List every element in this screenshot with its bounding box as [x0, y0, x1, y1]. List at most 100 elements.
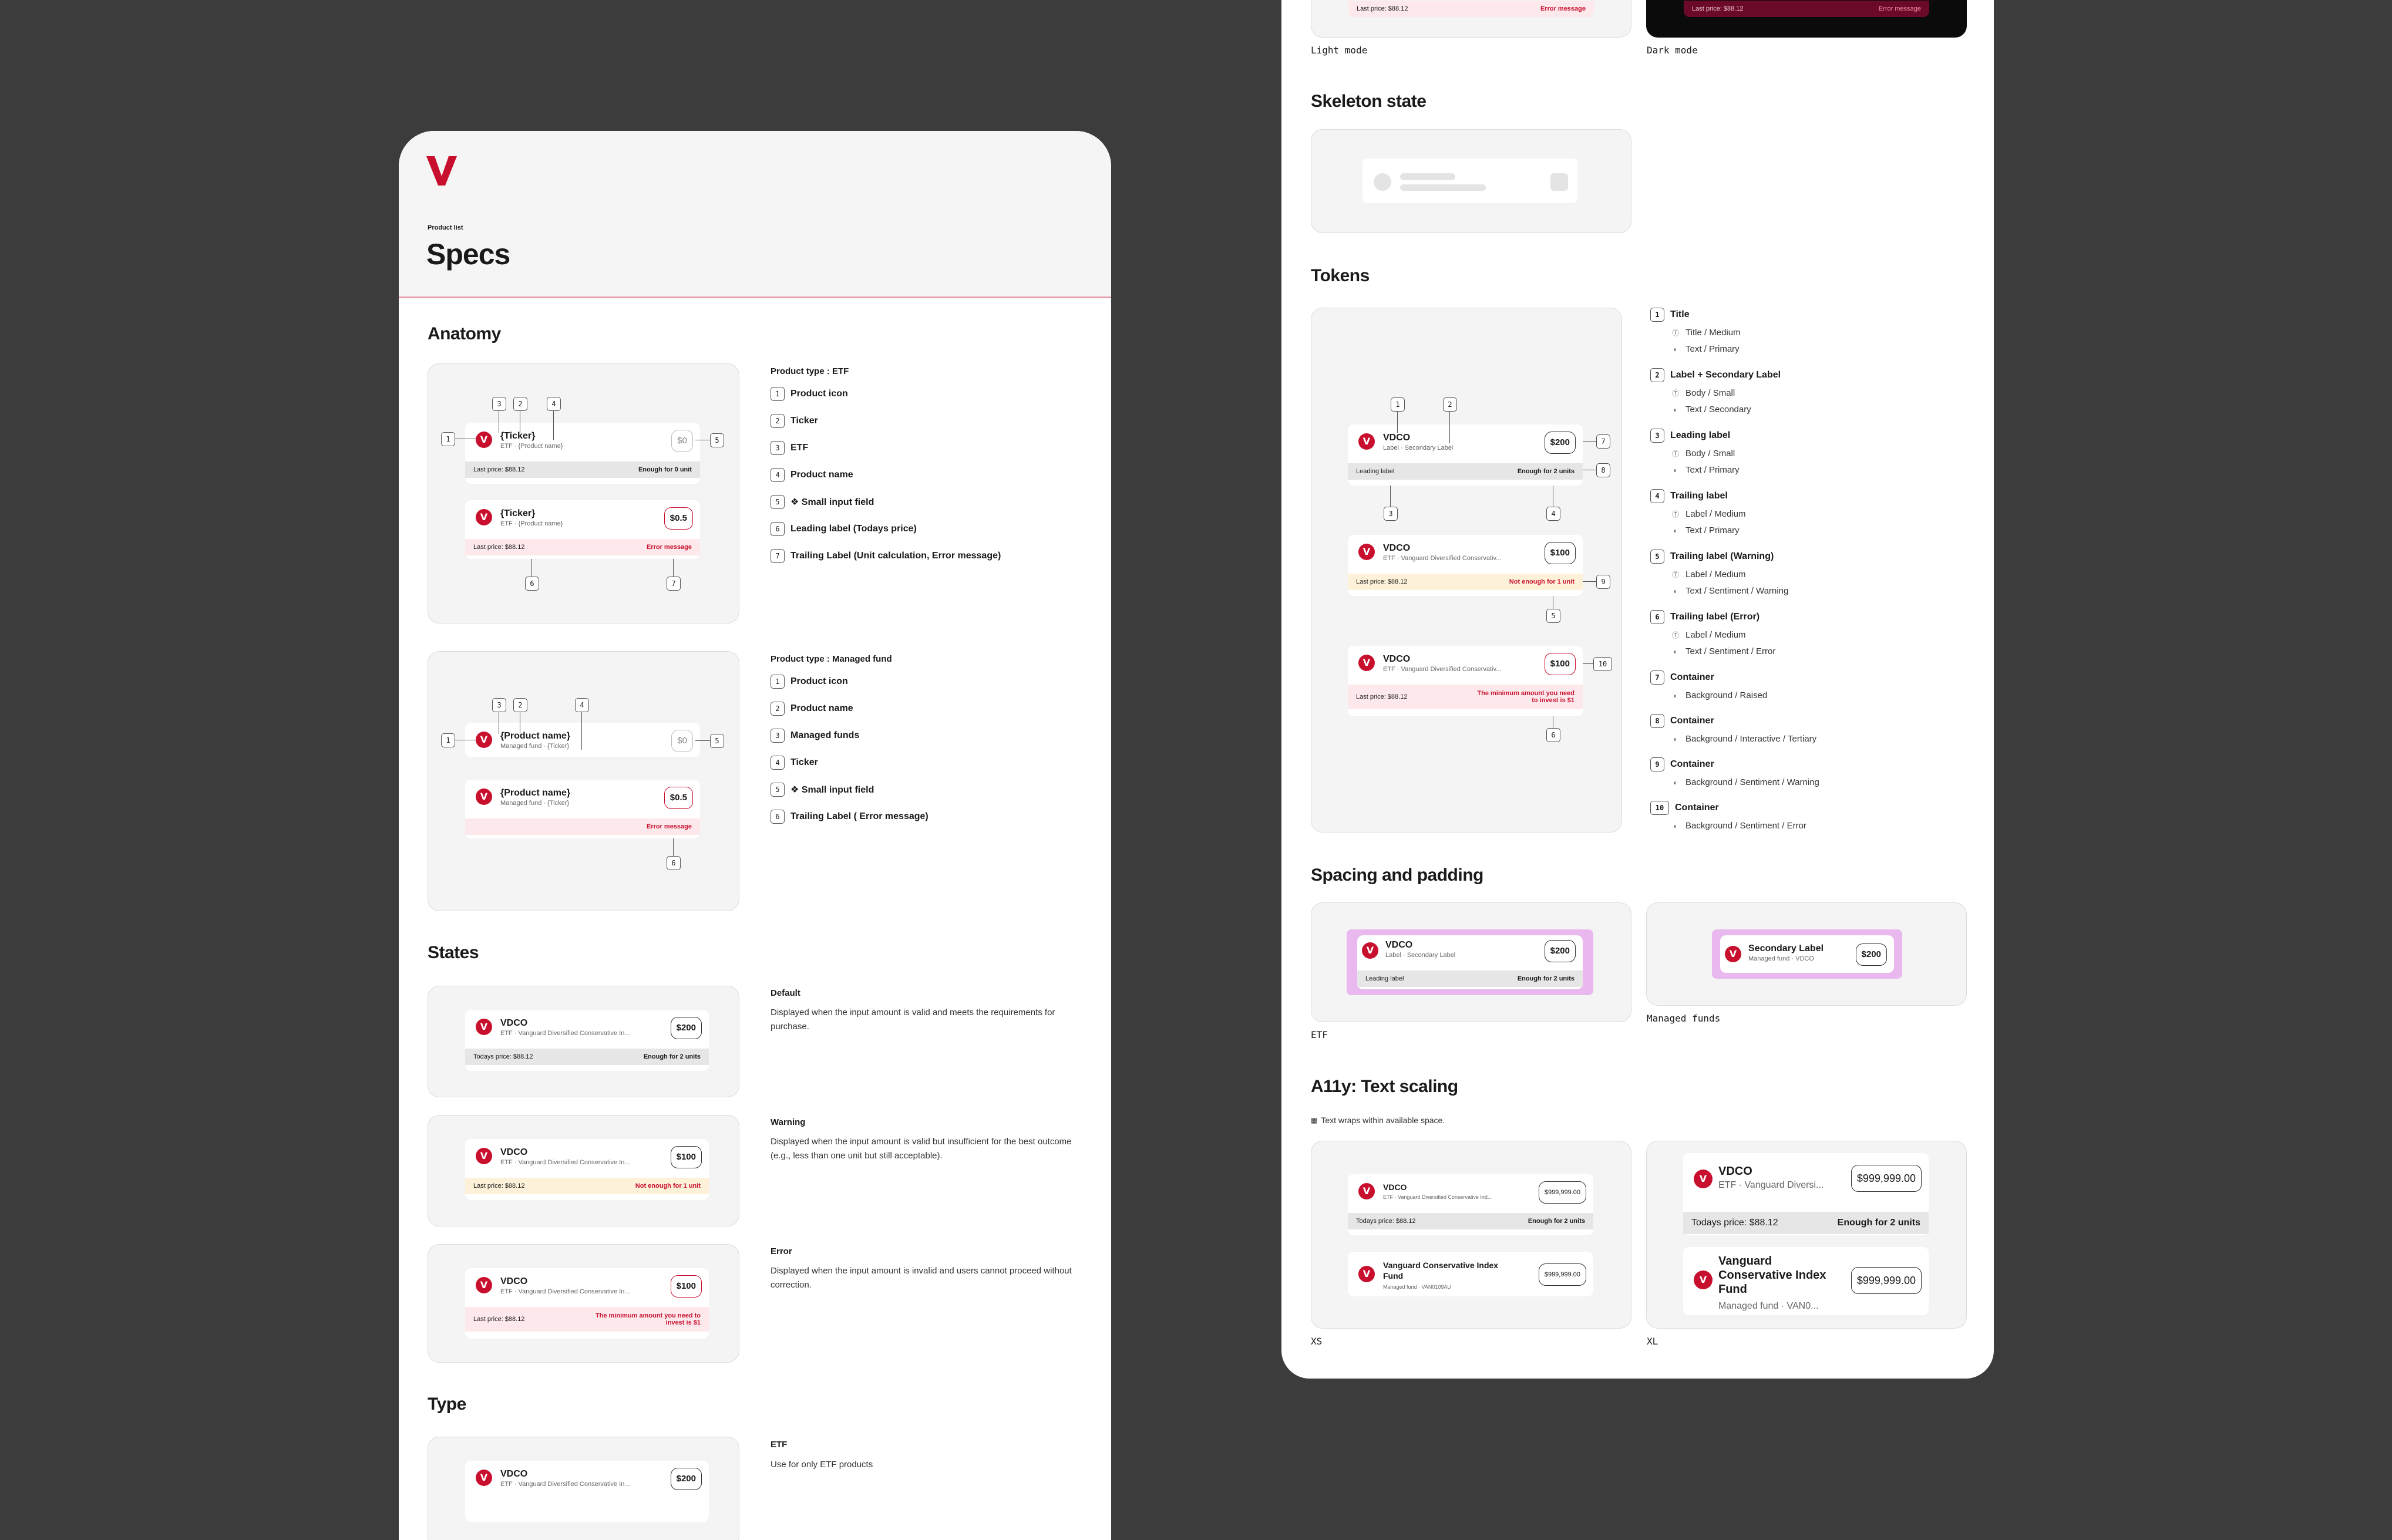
token-1-typography: Ⓣ Title / Medium: [1671, 328, 1741, 338]
trailing-label: Enough for 2 units: [1837, 1218, 1920, 1228]
skeleton-line: [1400, 173, 1455, 180]
small-input-field[interactable]: $999,999.00: [1851, 1267, 1922, 1294]
small-input-field[interactable]: $100: [1544, 653, 1576, 675]
card-footer: Last price: $88.12 Error message: [1684, 1, 1929, 17]
small-input-field[interactable]: $999,999.00: [1538, 1263, 1586, 1286]
card-footer: Last price: $88.12 Enough for 0 unit: [465, 461, 700, 478]
state-default-box: V VDCO ETF · Vanguard Diversified Conser…: [428, 986, 739, 1097]
leading-label: Last price: $88.12: [473, 1316, 525, 1323]
small-input-field[interactable]: $100: [670, 1275, 702, 1298]
card-footer: Leading label Enough for 2 units: [1348, 463, 1583, 480]
token-5-typography: Ⓣ Label / Medium: [1671, 570, 1746, 579]
anatomy-etf-item-5: 5 ❖ Small input field: [771, 495, 874, 509]
callout-3: 3: [492, 698, 506, 712]
specs-panel-right: Last price: $88.12 Error message Light m…: [1281, 0, 1994, 1379]
callout-1: 1: [441, 733, 455, 747]
skeleton-heading: Skeleton state: [1311, 92, 1427, 111]
callout-6: 6: [525, 577, 539, 591]
trailing-label: Error message: [646, 544, 692, 551]
callout-line: [1583, 663, 1593, 664]
product-icon: V: [1358, 1266, 1375, 1282]
state-error-desc: Displayed when the input amount is inval…: [771, 1266, 1072, 1290]
anatomy-etf-box: V {Ticker} ETF · {Product name} $0 Last …: [428, 363, 739, 624]
product-icon: V: [1694, 1271, 1713, 1289]
product-name: Secondary Label: [1748, 943, 1824, 953]
trailing-label: The minimum amount you need to invest is…: [595, 1312, 701, 1326]
anatomy-etf-type-title: Product type : ETF: [771, 366, 849, 376]
ticker: {Ticker}: [500, 508, 536, 518]
anatomy-managed-item-1: 1 Product icon: [771, 675, 848, 689]
token-card-2: V VDCO ETF · Vanguard Diversified Conser…: [1348, 535, 1583, 596]
small-input-field[interactable]: $0: [671, 430, 693, 452]
small-input-field[interactable]: $100: [670, 1146, 702, 1168]
ticker: {Ticker}: [500, 431, 536, 441]
callout-1: 1: [1391, 397, 1405, 412]
ticker: VDCO: [500, 1018, 528, 1028]
small-input-field[interactable]: $200: [1544, 940, 1576, 962]
skeleton-card: [1362, 159, 1577, 203]
leading-label: Todays price: $88.12: [473, 1053, 533, 1060]
token-9-color: ◐ Background / Sentiment / Warning: [1671, 777, 1819, 787]
token-5-color: ◐ Text / Sentiment / Warning: [1671, 586, 1788, 596]
small-input-field[interactable]: $999,999.00: [1851, 1165, 1922, 1192]
product-icon: V: [1725, 946, 1741, 962]
token-1-color: ◐ Text / Primary: [1671, 344, 1739, 354]
leading-label: Last price: $88.12: [1692, 5, 1744, 12]
spacing-managed-card: V Secondary Label Managed fund · VDCO $2…: [1720, 935, 1894, 973]
small-input-field[interactable]: $0: [671, 730, 693, 752]
leading-label: Leading label: [1356, 468, 1395, 475]
token-6-color: ◐ Text / Sentiment / Error: [1671, 646, 1775, 656]
product-icon: V: [476, 1148, 492, 1164]
a11y-xs-card-1: V VDCO ETF · Vanguard Diversified Conser…: [1348, 1174, 1593, 1235]
type-heading: Type: [428, 1394, 466, 1414]
product-subtitle: Label · Secondary Label: [1383, 444, 1454, 451]
card-footer: Error message: [465, 818, 700, 835]
product-subtitle: ETF · Vanguard Diversified Conservative …: [1383, 1194, 1492, 1200]
product-icon: V: [1694, 1170, 1713, 1188]
product-subtitle: ETF · {Product name}: [500, 520, 563, 527]
small-input-field[interactable]: $200: [670, 1468, 702, 1490]
tokens-heading: Tokens: [1311, 266, 1370, 285]
product-subtitle: ETF · Vanguard Diversified Conservative …: [500, 1481, 630, 1488]
anatomy-managed-item-5: 5 ❖ Small input field: [771, 783, 874, 797]
state-default-card: V VDCO ETF · Vanguard Diversified Conser…: [465, 1010, 709, 1071]
trailing-label: Error message: [1878, 5, 1921, 12]
token-7: 7 Container: [1650, 670, 1714, 685]
card-footer: Last price: $88.12 Not enough for 1 unit: [1348, 574, 1583, 590]
product-subtitle: ETF · {Product name}: [500, 443, 563, 450]
type-etf-box: V VDCO ETF · Vanguard Diversified Conser…: [428, 1437, 739, 1540]
small-input-field[interactable]: $999,999.00: [1538, 1181, 1586, 1204]
small-input-field[interactable]: $0.5: [664, 787, 693, 809]
trailing-label: Enough for 2 units: [1517, 975, 1575, 982]
token-10: 10 Container: [1650, 801, 1719, 815]
a11y-xs-caption: XS: [1311, 1336, 1323, 1347]
product-subtitle: Managed fund · {Ticker}: [500, 743, 569, 750]
state-error-title: Error: [771, 1246, 792, 1256]
callout-line: [1583, 581, 1596, 582]
callout-line: [673, 838, 674, 856]
small-input-field[interactable]: $200: [1855, 943, 1887, 966]
small-input-field[interactable]: $100: [1544, 542, 1576, 564]
light-mode-caption: Light mode: [1311, 45, 1368, 56]
token-2: 2 Label + Secondary Label: [1650, 368, 1781, 382]
token-6: 6 Trailing label (Error): [1650, 610, 1759, 624]
product-icon: V: [476, 1019, 492, 1035]
callout-4: 4: [575, 698, 589, 712]
trailing-label: Enough for 2 units: [1517, 468, 1575, 475]
callout-5: 5: [710, 433, 724, 447]
token-8: 8 Container: [1650, 714, 1714, 728]
callout-8: 8: [1596, 463, 1610, 477]
product-name: {Product name}: [500, 731, 571, 741]
token-3-typography: Ⓣ Body / Small: [1671, 449, 1735, 459]
page-header: Product list Specs: [399, 131, 1111, 298]
small-input-field[interactable]: $0.5: [664, 507, 693, 530]
card-footer: Todays price: $88.12 Enough for 2 units: [1683, 1212, 1929, 1234]
a11y-xs-card-2: V Vanguard Conservative Index Fund Manag…: [1348, 1252, 1593, 1296]
callout-line: [1390, 486, 1391, 507]
small-input-field[interactable]: $200: [1544, 432, 1576, 454]
small-input-field[interactable]: $200: [670, 1017, 702, 1039]
ticker: VDCO: [1383, 543, 1411, 553]
a11y-xl-card-1: V VDCO ETF · Vanguard Diversi... $999,99…: [1683, 1153, 1929, 1235]
product-name: {Product name}: [500, 788, 571, 798]
state-error-card: V VDCO ETF · Vanguard Diversified Conser…: [465, 1268, 709, 1339]
